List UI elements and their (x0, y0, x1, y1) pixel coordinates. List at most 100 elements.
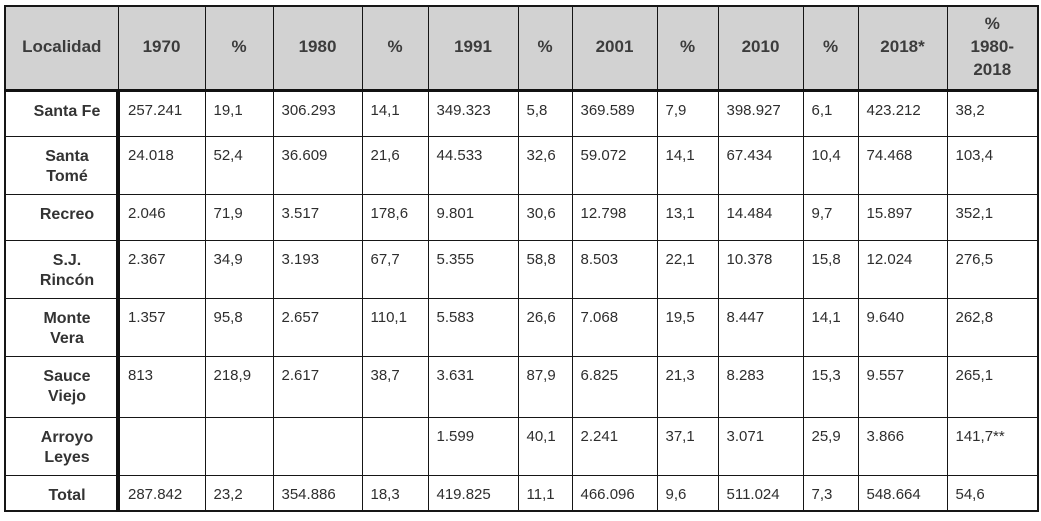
value-cell: 87,9 (517, 355, 573, 418)
value-cell: 34,9 (204, 239, 274, 299)
value-cell: 54,6 (946, 474, 1039, 512)
value-cell: 6,1 (802, 89, 859, 137)
value-cell: 3.071 (717, 416, 804, 476)
value-cell: 3.517 (272, 193, 363, 241)
locality-cell: Sauce Viejo (4, 355, 120, 418)
value-cell: 19,5 (656, 297, 719, 357)
value-cell: 6.825 (571, 355, 658, 418)
value-cell: 74.468 (857, 135, 948, 195)
column-header-1980: 1980 (272, 5, 363, 92)
population-table: Localidad 1970 % 1980 % 1991 % 2001 % 20… (4, 5, 1039, 512)
value-cell: 38,7 (361, 355, 429, 418)
value-cell: 15,3 (802, 355, 859, 418)
column-header-1970: 1970 (117, 5, 206, 92)
value-cell: 466.096 (571, 474, 658, 512)
value-cell: 9.640 (857, 297, 948, 357)
value-cell: 398.927 (717, 89, 804, 137)
value-cell: 67.434 (717, 135, 804, 195)
value-cell: 14.484 (717, 193, 804, 241)
value-cell: 38,2 (946, 89, 1039, 137)
value-cell: 10,4 (802, 135, 859, 195)
value-cell: 352,1 (946, 193, 1039, 241)
value-cell: 36.609 (272, 135, 363, 195)
value-cell: 813 (117, 355, 206, 418)
value-cell: 12.024 (857, 239, 948, 299)
locality-cell: S.J. Rincón (4, 239, 120, 299)
value-cell: 7,3 (802, 474, 859, 512)
value-cell: 2.046 (117, 193, 206, 241)
value-cell: 40,1 (517, 416, 573, 476)
value-cell: 3.193 (272, 239, 363, 299)
header-row: Localidad 1970 % 1980 % 1991 % 2001 % 20… (4, 5, 1039, 92)
value-cell: 7.068 (571, 297, 658, 357)
value-cell: 30,6 (517, 193, 573, 241)
column-header-pct-1970: % (204, 5, 274, 92)
value-cell: 8.447 (717, 297, 804, 357)
value-cell: 10.378 (717, 239, 804, 299)
value-cell: 369.589 (571, 89, 658, 137)
value-cell: 24.018 (117, 135, 206, 195)
column-header-2010: 2010 (717, 5, 804, 92)
locality-cell: Arroyo Leyes (4, 416, 120, 476)
locality-cell: Recreo (4, 193, 120, 241)
value-cell: 349.323 (427, 89, 519, 137)
value-cell: 11,1 (517, 474, 573, 512)
value-cell: 262,8 (946, 297, 1039, 357)
value-cell: 354.886 (272, 474, 363, 512)
value-cell: 14,1 (361, 89, 429, 137)
table-row-monte-vera: Monte Vera 1.357 95,8 2.657 110,1 5.583 … (4, 297, 1039, 357)
table-row-sauce-viejo: Sauce Viejo 813 218,9 2.617 38,7 3.631 8… (4, 355, 1039, 418)
value-cell: 67,7 (361, 239, 429, 299)
value-cell: 15.897 (857, 193, 948, 241)
value-cell (204, 416, 274, 476)
value-cell: 419.825 (427, 474, 519, 512)
column-header-pct-1980-2018: % 1980- 2018 (946, 5, 1039, 92)
value-cell: 1.599 (427, 416, 519, 476)
value-cell: 2.657 (272, 297, 363, 357)
value-cell: 8.283 (717, 355, 804, 418)
locality-cell: Santa Tomé (4, 135, 120, 195)
value-cell: 7,9 (656, 89, 719, 137)
column-header-1991: 1991 (427, 5, 519, 92)
table-row-recreo: Recreo 2.046 71,9 3.517 178,6 9.801 30,6… (4, 193, 1039, 241)
table-row-total: Total 287.842 23,2 354.886 18,3 419.825 … (4, 474, 1039, 512)
value-cell: 141,7** (946, 416, 1039, 476)
value-cell: 2.617 (272, 355, 363, 418)
value-cell: 14,1 (656, 135, 719, 195)
column-header-pct-1991: % (517, 5, 573, 92)
value-cell (361, 416, 429, 476)
value-cell: 71,9 (204, 193, 274, 241)
table-row-sj-rincon: S.J. Rincón 2.367 34,9 3.193 67,7 5.355 … (4, 239, 1039, 299)
value-cell: 306.293 (272, 89, 363, 137)
locality-cell: Monte Vera (4, 297, 120, 357)
column-header-localidad: Localidad (4, 5, 119, 92)
value-cell: 21,3 (656, 355, 719, 418)
value-cell: 95,8 (204, 297, 274, 357)
value-cell: 265,1 (946, 355, 1039, 418)
value-cell: 15,8 (802, 239, 859, 299)
column-header-pct-1980: % (361, 5, 429, 92)
value-cell: 25,9 (802, 416, 859, 476)
value-cell: 103,4 (946, 135, 1039, 195)
value-cell (117, 416, 206, 476)
value-cell: 44.533 (427, 135, 519, 195)
column-header-pct-2001: % (656, 5, 719, 92)
value-cell: 511.024 (717, 474, 804, 512)
value-cell: 58,8 (517, 239, 573, 299)
value-cell: 2.367 (117, 239, 206, 299)
value-cell: 13,1 (656, 193, 719, 241)
table-row-arroyo-leyes: Arroyo Leyes 1.599 40,1 2.241 37,1 3.071… (4, 416, 1039, 476)
locality-cell: Santa Fe (4, 89, 120, 137)
value-cell: 5.355 (427, 239, 519, 299)
total-label-cell: Total (4, 474, 120, 512)
table-row-santa-fe: Santa Fe 257.241 19,1 306.293 14,1 349.3… (4, 89, 1039, 137)
value-cell: 257.241 (117, 89, 206, 137)
value-cell: 9,7 (802, 193, 859, 241)
value-cell: 23,2 (204, 474, 274, 512)
value-cell: 8.503 (571, 239, 658, 299)
value-cell: 19,1 (204, 89, 274, 137)
value-cell: 5.583 (427, 297, 519, 357)
value-cell: 14,1 (802, 297, 859, 357)
value-cell: 1.357 (117, 297, 206, 357)
